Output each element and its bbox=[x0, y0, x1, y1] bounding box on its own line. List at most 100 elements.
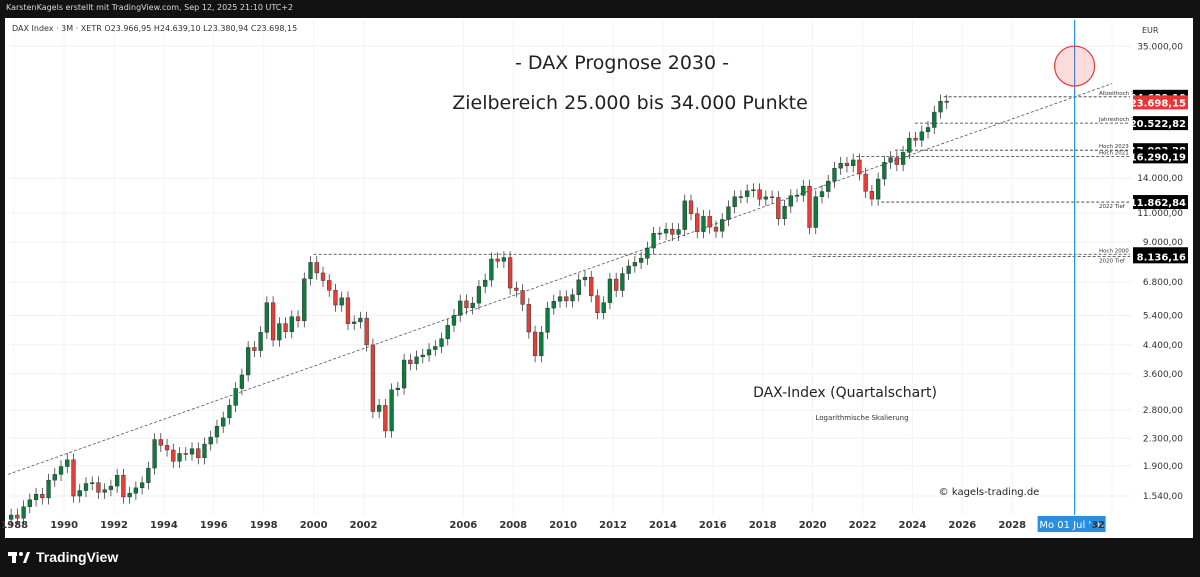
chart-subtitle: Zielbereich 25.000 bis 34.000 Punkte bbox=[452, 92, 808, 114]
tradingview-logo[interactable]: TradingView bbox=[8, 548, 118, 566]
x-tick-label: 1996 bbox=[200, 520, 228, 531]
candle-body bbox=[595, 295, 600, 313]
x-tick-label: 2024 bbox=[899, 520, 927, 531]
candle-body bbox=[944, 100, 949, 103]
price-label-bg bbox=[1133, 149, 1188, 164]
x-tick-label: 2018 bbox=[749, 520, 777, 531]
candle-body bbox=[470, 302, 475, 309]
candle-body bbox=[670, 228, 675, 235]
chart-annotation-sub: Logarithmische Skalierung bbox=[815, 414, 908, 422]
x-tick-label: 2010 bbox=[549, 520, 577, 531]
candle-body bbox=[826, 180, 831, 192]
level-name: 2022 Tief bbox=[1099, 204, 1126, 210]
candle-body bbox=[745, 190, 750, 197]
candle-body bbox=[539, 332, 544, 356]
candle-body bbox=[46, 479, 51, 499]
y-tick-label: 11.000,00 bbox=[1137, 209, 1183, 219]
candle-body bbox=[364, 317, 369, 346]
candle-body bbox=[152, 439, 157, 469]
candle-body bbox=[202, 443, 207, 458]
y-tick-label: 1.900,00 bbox=[1143, 462, 1183, 472]
candle-body bbox=[545, 307, 550, 333]
candle-body bbox=[221, 417, 226, 427]
candle-body bbox=[283, 323, 288, 332]
candle-body bbox=[458, 300, 463, 316]
candle-body bbox=[308, 262, 313, 280]
candle-body bbox=[900, 152, 906, 165]
candle-body bbox=[501, 257, 507, 262]
attribution-text: KarstenKagels erstellt mit TradingView.c… bbox=[6, 3, 294, 12]
candle-body bbox=[532, 331, 538, 356]
x-tick-label: 1990 bbox=[50, 520, 78, 531]
price-label: 11.862,84 bbox=[1130, 198, 1186, 209]
candle-body bbox=[576, 279, 581, 295]
trendline bbox=[7, 83, 1113, 475]
candle-body bbox=[882, 162, 887, 180]
candle-body bbox=[401, 359, 407, 389]
candle-body bbox=[607, 278, 613, 303]
price-label: 8.136,16 bbox=[1137, 252, 1186, 263]
candle-body bbox=[258, 332, 263, 351]
candle-body bbox=[495, 258, 500, 262]
candle-body bbox=[58, 466, 64, 475]
candle-body bbox=[894, 157, 899, 165]
candle-body bbox=[289, 316, 294, 332]
candle-body bbox=[551, 300, 556, 309]
candle-body bbox=[507, 257, 513, 289]
candle-body bbox=[788, 195, 793, 207]
price-label-bg bbox=[1133, 195, 1188, 210]
bottom-bar bbox=[0, 541, 1200, 577]
candle-body bbox=[333, 290, 338, 306]
candle-body bbox=[451, 315, 457, 326]
candle-body bbox=[726, 206, 731, 220]
level-name: 2020 Tief bbox=[1099, 258, 1126, 264]
candle-body bbox=[932, 111, 937, 128]
candle-body bbox=[913, 137, 918, 141]
candle-body bbox=[869, 191, 875, 200]
y-tick-label: 1.540,00 bbox=[1143, 492, 1183, 502]
target-date-label-bg bbox=[1037, 516, 1106, 532]
price-label-bg bbox=[1133, 95, 1188, 110]
candle-body bbox=[233, 388, 238, 406]
y-tick-label: 4.400,00 bbox=[1143, 341, 1183, 351]
x-tick-label: 2022 bbox=[849, 520, 877, 531]
candle-body bbox=[139, 482, 145, 489]
candle-body bbox=[376, 405, 382, 412]
candle-body bbox=[769, 196, 775, 199]
y-tick-label: 9.000,00 bbox=[1143, 238, 1183, 248]
candle-body bbox=[838, 163, 843, 169]
candle-body bbox=[938, 100, 943, 113]
candle-body bbox=[96, 482, 101, 493]
candle-body bbox=[813, 196, 818, 228]
candle-body bbox=[570, 294, 575, 302]
overlay-layer: Mo 01 Jul '30 bbox=[1037, 20, 1106, 532]
y-tick-label: 5.400,00 bbox=[1143, 311, 1183, 321]
candle-body bbox=[601, 302, 606, 313]
candle-body bbox=[90, 482, 95, 484]
axis-layer: 35.000,00 14.000,00 11.000,00 9.000,00 6.800… bbox=[0, 42, 1188, 531]
candle-body bbox=[751, 189, 756, 191]
candle-body bbox=[21, 506, 26, 519]
candle-body bbox=[8, 514, 14, 520]
candle-body bbox=[214, 426, 220, 438]
x-tick-label: 32 bbox=[1091, 520, 1105, 531]
level-name: Allzeithoch 2025 bbox=[1099, 91, 1145, 97]
candle-body bbox=[439, 338, 444, 347]
candle-body bbox=[925, 127, 931, 133]
candles-layer bbox=[8, 94, 949, 527]
candle-body bbox=[682, 200, 687, 230]
candle-body bbox=[27, 499, 32, 507]
price-label: 20.522,82 bbox=[1130, 119, 1186, 130]
x-tick-label: 2012 bbox=[599, 520, 627, 531]
levels-layer: Allzeithoch 2025 Jahreshoch 2024 Hoch 2023… bbox=[313, 91, 1145, 264]
candle-body bbox=[295, 316, 301, 322]
candle-body bbox=[433, 346, 438, 350]
candle-body bbox=[395, 387, 400, 391]
candle-body bbox=[352, 321, 357, 324]
candle-body bbox=[483, 279, 488, 287]
top-bar: KarstenKagels erstellt mit TradingView.c… bbox=[0, 0, 1200, 18]
level-name: Hoch 2021 bbox=[1099, 150, 1129, 156]
x-tick-label: 2014 bbox=[649, 520, 677, 531]
candle-body bbox=[133, 487, 139, 494]
